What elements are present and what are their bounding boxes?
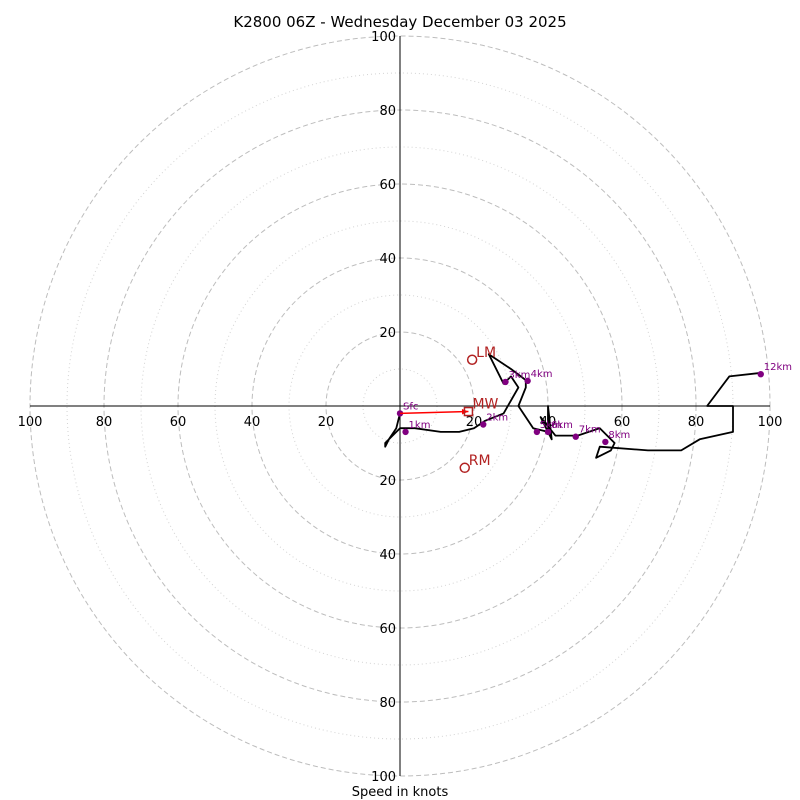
- tick-label: 80: [96, 415, 113, 430]
- tick-label: 60: [379, 178, 396, 193]
- tick-labels: 100 80 60 40 20 20 40 60 80 100204060801002040608…: [18, 30, 783, 785]
- tick-label: 40: [379, 548, 396, 563]
- tick-label: 80: [688, 415, 705, 430]
- label-mw: MW: [472, 397, 498, 413]
- height-point-6km: [544, 428, 552, 436]
- height-label-12km: 12km: [764, 362, 792, 373]
- tick-label: 80: [379, 104, 396, 119]
- height-point-2km: [480, 421, 487, 428]
- tick-label: 100: [758, 415, 783, 430]
- height-label-4km: 4km: [531, 369, 553, 380]
- marker-lm: [466, 354, 478, 365]
- height-label-3km: 3km: [508, 370, 530, 381]
- tick-label: 80: [379, 696, 396, 711]
- height-point-5km: [533, 428, 541, 436]
- x-axis-label: Speed in knots: [352, 785, 449, 800]
- height-label-6km: 6km: [551, 420, 573, 431]
- height-label-7km: 7km: [579, 425, 601, 436]
- tick-label: 40: [244, 415, 261, 430]
- hodograph-line: [384, 353, 763, 459]
- marker-rm: [459, 462, 470, 474]
- chart-title: K2800 06Z - Wednesday December 03 2025: [233, 13, 566, 31]
- axes: [30, 36, 770, 776]
- tick-label: 100: [371, 30, 396, 45]
- height-label-8km: 8km: [608, 430, 630, 441]
- hodograph-trace: [384, 353, 763, 459]
- height-point-12km: [757, 370, 764, 378]
- height-point-1km: [402, 428, 409, 436]
- tick-label: 20: [379, 326, 396, 341]
- tick-label: 100: [18, 415, 43, 430]
- height-point-4km: [524, 377, 531, 385]
- height-point-8km: [602, 438, 609, 446]
- marker-mw: [463, 406, 474, 417]
- label-rm: RM: [469, 453, 491, 469]
- tick-label: 60: [170, 415, 187, 430]
- height-label-1km: 1km: [409, 420, 431, 431]
- label-lm: LM: [476, 345, 496, 361]
- height-label-5km: 5km: [540, 420, 562, 431]
- tick-label: 60: [614, 415, 631, 430]
- storm-motion: LM MW RM: [399, 345, 499, 474]
- height-point-3km: [502, 378, 509, 386]
- tick-label: 40: [379, 252, 396, 267]
- height-label-sfc: Sfc: [403, 401, 418, 412]
- tick-label: 100: [371, 770, 396, 785]
- storm-vector: [399, 410, 469, 415]
- height-label-2km: 2km: [486, 413, 508, 424]
- height-point-7km: [572, 433, 579, 440]
- tick-label: 20: [379, 474, 396, 489]
- tick-label: 20: [318, 415, 335, 430]
- tick-label: 60: [379, 622, 396, 637]
